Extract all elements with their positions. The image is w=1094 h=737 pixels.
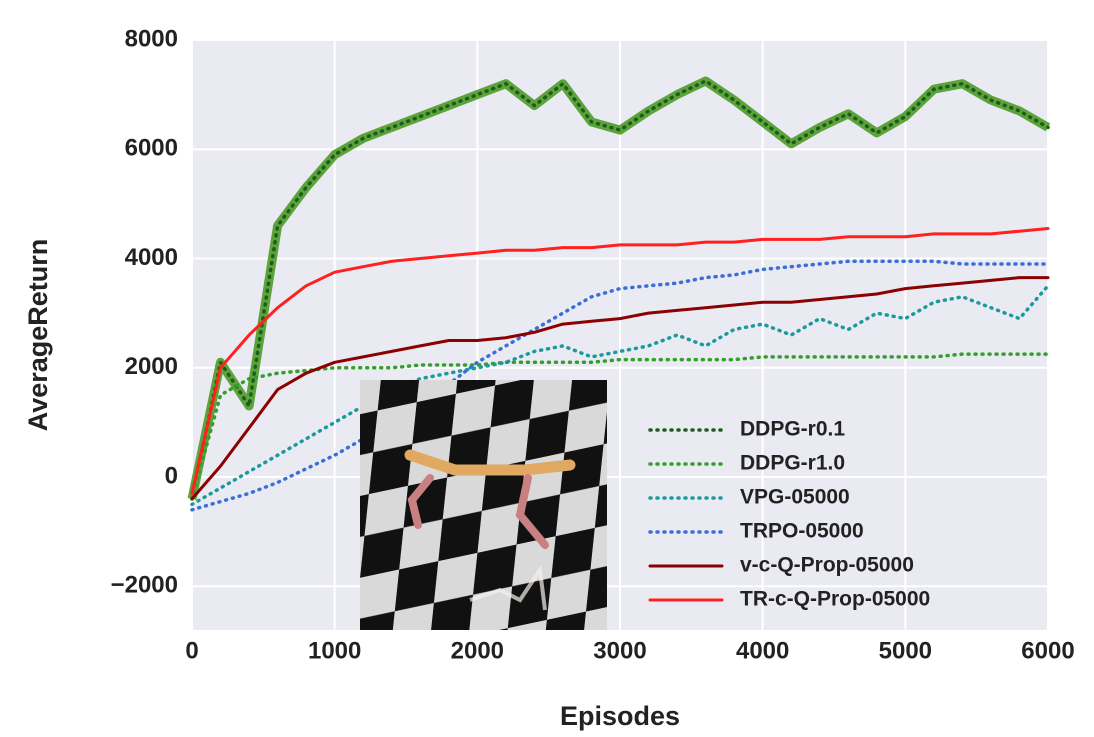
y-tick-label: 8000 bbox=[125, 25, 178, 52]
grid bbox=[191, 39, 1049, 630]
inset-floor bbox=[360, 380, 607, 630]
series-line bbox=[190, 79, 1050, 501]
legend-label: VPG-05000 bbox=[740, 486, 850, 509]
inset-body bbox=[404, 449, 576, 476]
series-line bbox=[190, 352, 1050, 501]
x-axis-label: Episodes bbox=[560, 701, 680, 731]
legend-label: DDPG-r1.0 bbox=[740, 452, 845, 475]
inset-legs bbox=[407, 474, 549, 549]
ticks: −2000 0 2000 4000 6000 8000 0 1000 2000 3000 4000 5… bbox=[111, 25, 1075, 664]
series-line bbox=[190, 227, 1050, 495]
series-line bbox=[190, 284, 1050, 507]
x-tick-label: 4000 bbox=[736, 637, 789, 664]
x-tick-label: 2000 bbox=[451, 637, 504, 664]
y-tick-label: 6000 bbox=[125, 135, 178, 162]
inset-reflection bbox=[469, 564, 547, 611]
x-tick-label: 6000 bbox=[1021, 637, 1074, 664]
y-tick-label: 0 bbox=[165, 462, 178, 489]
legend-label: DDPG-r0.1 bbox=[740, 418, 845, 441]
series-line bbox=[190, 276, 1050, 501]
x-tick-label: 1000 bbox=[308, 637, 361, 664]
x-tick-label: 5000 bbox=[879, 637, 932, 664]
y-tick-label: 4000 bbox=[125, 244, 178, 271]
legend-label: TRPO-05000 bbox=[740, 520, 864, 543]
y-tick-label: 2000 bbox=[125, 353, 178, 380]
legend: DDPG-r0.1 DDPG-r1.0 VPG-05000 TRPO-05000 v-c… bbox=[648, 418, 930, 611]
y-tick-label: −2000 bbox=[111, 572, 178, 599]
x-tick-label: 0 bbox=[185, 637, 198, 664]
inset-image bbox=[360, 380, 607, 630]
x-tick-label: 3000 bbox=[593, 637, 646, 664]
series-line bbox=[190, 259, 1050, 512]
lines bbox=[187, 76, 1051, 512]
y-axis-label: AverageReturn bbox=[23, 239, 53, 432]
legend-label: v-c-Q-Prop-05000 bbox=[740, 554, 914, 577]
legend-label: TR-c-Q-Prop-05000 bbox=[740, 588, 930, 611]
